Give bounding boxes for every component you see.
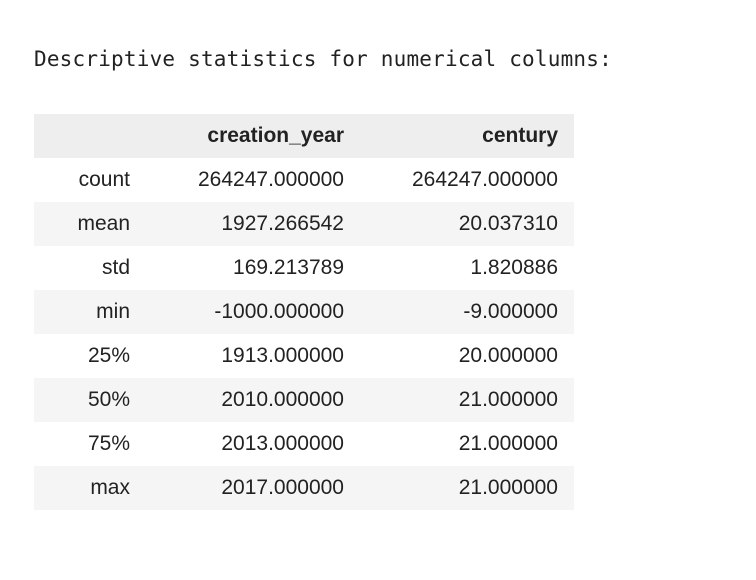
table-header-row: creation_year century xyxy=(34,114,574,158)
cell-century: 20.037310 xyxy=(458,212,558,235)
table-row: min -1000.000000 -9.000000 xyxy=(34,290,574,334)
cell-century: 21.000000 xyxy=(458,388,558,411)
row-label: std xyxy=(101,256,130,279)
cell-century: 21.000000 xyxy=(458,476,558,499)
cell-creation-year: 1913.000000 xyxy=(221,344,344,367)
column-header-century: century xyxy=(360,114,574,158)
row-label: mean xyxy=(77,212,130,235)
cell-creation-year: 2013.000000 xyxy=(221,432,344,455)
table-row: 25% 1913.000000 20.000000 xyxy=(34,334,574,378)
cell-creation-year: -1000.000000 xyxy=(214,300,344,323)
row-label: 75% xyxy=(87,432,130,455)
output-heading: Descriptive statistics for numerical col… xyxy=(34,47,612,71)
cell-century: -9.000000 xyxy=(463,300,558,323)
row-label: count xyxy=(78,168,130,191)
cell-century: 1.820886 xyxy=(470,256,558,279)
table-row: count 264247.000000 264247.000000 xyxy=(34,158,574,202)
table-row: 50% 2010.000000 21.000000 xyxy=(34,378,574,422)
cell-creation-year: 1927.266542 xyxy=(221,212,344,235)
cell-creation-year: 2017.000000 xyxy=(221,476,344,499)
index-header xyxy=(34,114,146,158)
cell-century: 21.000000 xyxy=(458,432,558,455)
table-row: std 169.213789 1.820886 xyxy=(34,246,574,290)
row-label: max xyxy=(90,476,130,499)
cell-century: 20.000000 xyxy=(458,344,558,367)
row-label: 25% xyxy=(87,344,130,367)
cell-creation-year: 2010.000000 xyxy=(221,388,344,411)
column-header-creation-year: creation_year xyxy=(146,114,360,158)
table-row: max 2017.000000 21.000000 xyxy=(34,466,574,510)
descriptive-stats-table: creation_year century count 264247.00000… xyxy=(34,114,574,510)
cell-creation-year: 169.213789 xyxy=(233,256,344,279)
cell-creation-year: 264247.000000 xyxy=(198,168,344,191)
row-label: 50% xyxy=(87,388,130,411)
row-label: min xyxy=(96,300,130,323)
table-row: mean 1927.266542 20.037310 xyxy=(34,202,574,246)
cell-century: 264247.000000 xyxy=(412,168,558,191)
table-row: 75% 2013.000000 21.000000 xyxy=(34,422,574,466)
